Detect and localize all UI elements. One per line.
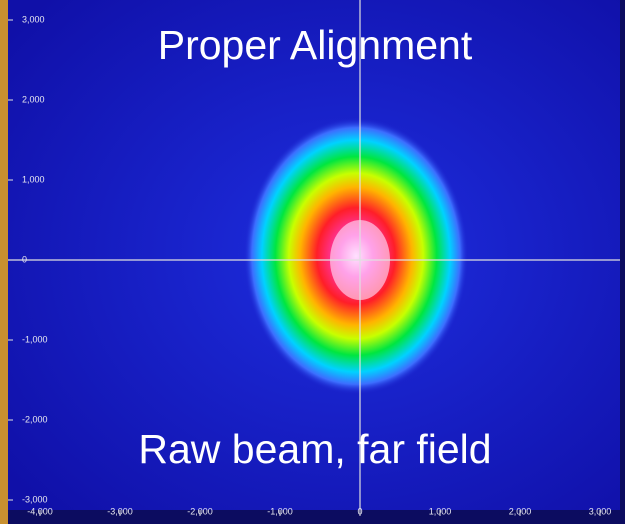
x-tick-label: -1,000 (267, 506, 293, 516)
y-tick-label: -3,000 (22, 494, 48, 504)
x-tick-label: 1,000 (429, 506, 452, 516)
y-tick-label: 1,000 (22, 174, 45, 184)
y-tick-label: 0 (22, 254, 27, 264)
x-tick-label: -3,000 (107, 506, 133, 516)
x-tick-label: 0 (357, 506, 362, 516)
y-tick-label: 3,000 (22, 14, 45, 24)
x-tick-label: 2,000 (509, 506, 532, 516)
y-tick-label: -1,000 (22, 334, 48, 344)
y-tick-label: 2,000 (22, 94, 45, 104)
title: Proper Alignment (158, 22, 473, 68)
y-tick-label: -2,000 (22, 414, 48, 424)
edge (0, 0, 8, 524)
caption: Raw beam, far field (138, 426, 491, 472)
x-tick-label: -4,000 (27, 506, 53, 516)
x-tick-label: 3,000 (589, 506, 612, 516)
x-tick-label: -2,000 (187, 506, 213, 516)
